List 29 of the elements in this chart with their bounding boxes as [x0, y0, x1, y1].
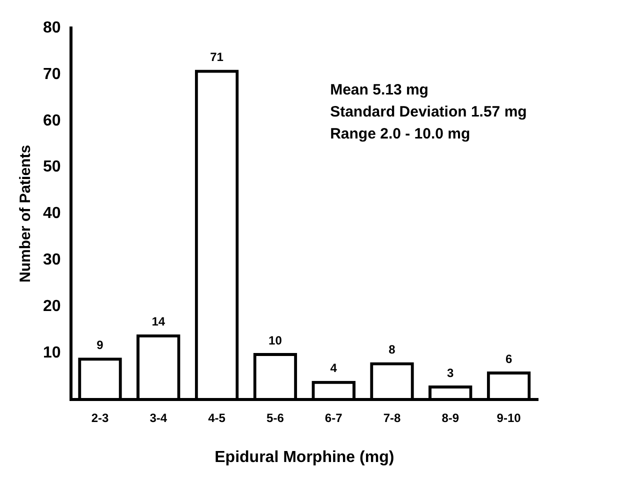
y-tick-label: 60 — [43, 112, 61, 130]
data-label: 3 — [447, 366, 454, 380]
data-label: 8 — [388, 342, 396, 357]
y-tick-label: 10 — [43, 344, 61, 362]
x-tick-label: 7-8 — [383, 410, 401, 425]
data-label: 6 — [505, 352, 512, 366]
x-tick-label: 8-9 — [442, 410, 460, 425]
y-tick-label: 80 — [43, 19, 61, 36]
x-tick-label: 2-3 — [91, 410, 109, 425]
x-axis-title: Epidural Morphine (mg) — [214, 448, 394, 466]
x-tick-label: 6-7 — [324, 410, 343, 425]
annotation: Mean 5.13 mg — [330, 82, 428, 99]
data-label: 9 — [96, 338, 104, 352]
y-axis-title: Number of Patients — [17, 144, 34, 282]
annotation: Range 2.0 - 10.0 mg — [330, 126, 470, 143]
x-tick-label: 4-5 — [208, 410, 226, 425]
annotation: Standard Deviation 1.57 mg — [330, 104, 527, 121]
x-tick-label: 5-6 — [266, 410, 284, 425]
y-tick-label: 50 — [43, 158, 61, 176]
x-tick-label: 9-10 — [496, 410, 522, 425]
data-label: 4 — [330, 361, 338, 376]
data-label: 71 — [210, 50, 224, 64]
data-label: 14 — [152, 314, 166, 329]
y-tick-label: 30 — [43, 252, 61, 269]
x-tick-label: 3-4 — [150, 410, 168, 425]
y-tick-label: 40 — [43, 205, 61, 222]
data-label: 10 — [268, 333, 282, 348]
y-tick-label: 70 — [43, 66, 61, 83]
y-tick-label: 20 — [43, 298, 61, 315]
